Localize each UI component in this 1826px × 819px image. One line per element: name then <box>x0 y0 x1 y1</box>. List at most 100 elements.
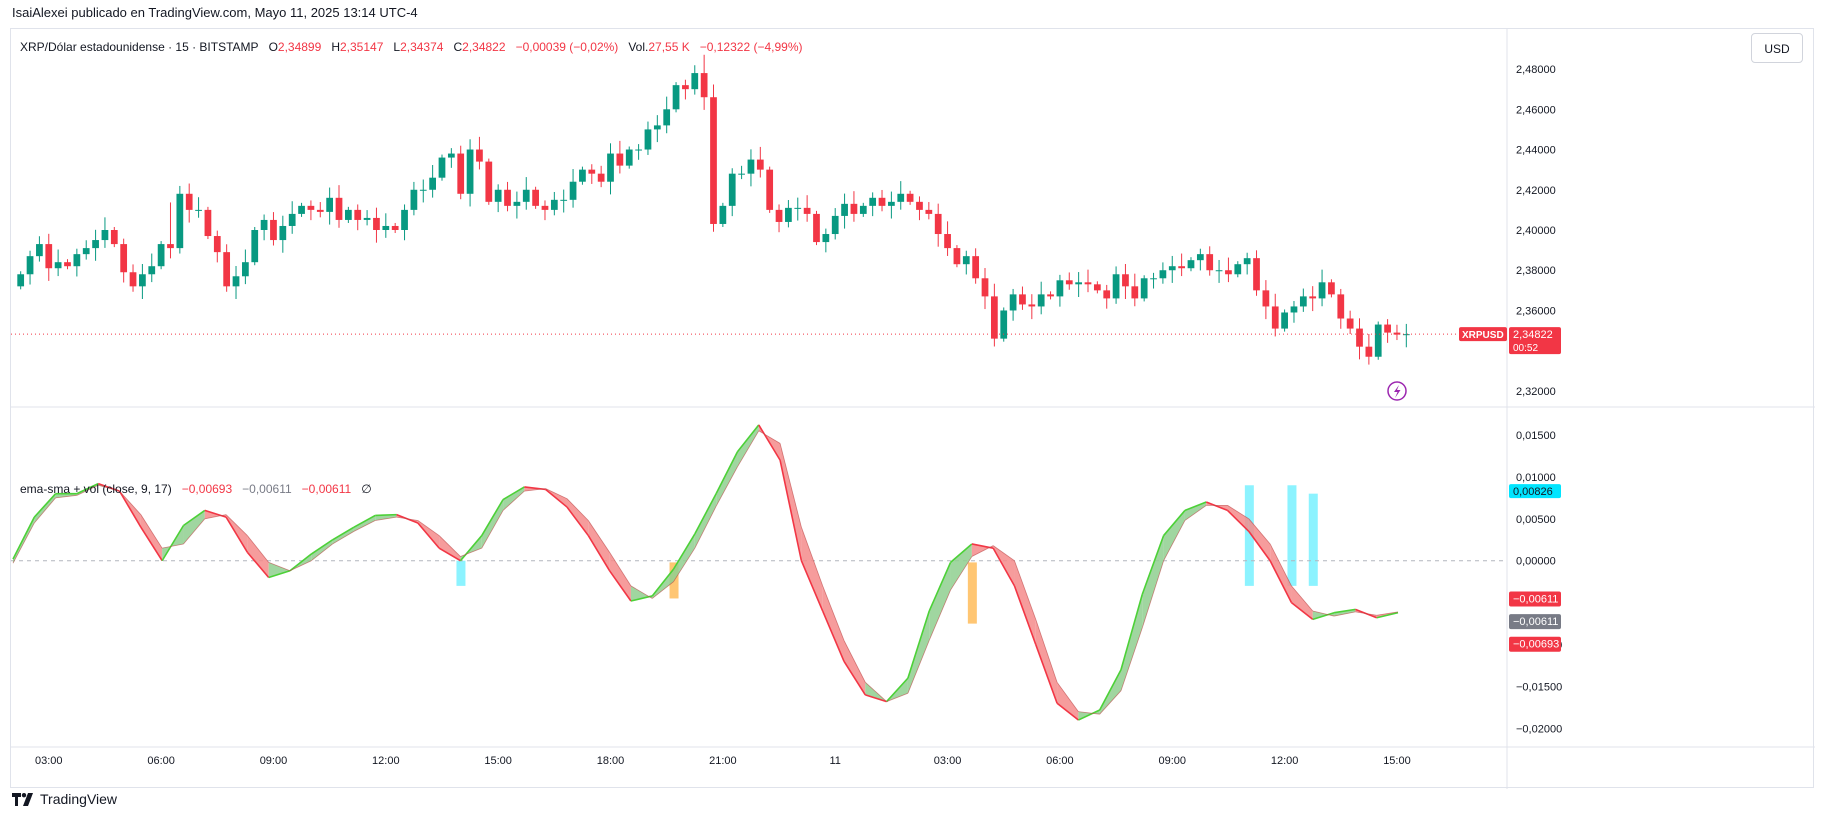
sma-line-segment <box>183 518 206 545</box>
ema-line-segment <box>545 488 568 508</box>
candle-body <box>148 266 156 275</box>
sma-line-segment <box>76 484 99 496</box>
osc-fill-segment <box>140 514 163 561</box>
osc-fill-segment <box>694 493 717 549</box>
sma-line-segment <box>1035 619 1058 683</box>
sma-line-segment <box>332 531 355 545</box>
footer-brand[interactable]: TradingView <box>12 791 117 807</box>
sma-line-segment <box>460 547 482 557</box>
osc-fill-segment <box>1121 594 1143 691</box>
ema-line-segment <box>310 539 334 555</box>
symbol-tag-bg <box>1459 327 1507 342</box>
candle-body <box>1131 286 1139 299</box>
sma-line-segment <box>843 640 866 683</box>
candle-body <box>1346 318 1354 329</box>
currency-button[interactable]: USD <box>1751 33 1803 63</box>
osc-fill-segment <box>716 451 738 507</box>
candle-body <box>841 203 848 216</box>
sma-line-segment <box>55 494 77 499</box>
ema-line-segment <box>800 560 824 612</box>
price-axis-tick: 2,42000 <box>1516 185 1556 197</box>
ema-line-segment <box>246 551 270 579</box>
candle-body <box>869 197 877 206</box>
sma-line-segment <box>1014 560 1037 620</box>
candle-body <box>775 209 783 222</box>
ema-line-segment <box>182 509 206 527</box>
sma-line-segment <box>417 520 440 536</box>
osc-tag-top-bg <box>1509 484 1561 499</box>
candle-body <box>270 219 277 241</box>
candle-body <box>447 153 455 158</box>
ema-line-segment <box>1141 535 1165 595</box>
ema-line-segment <box>950 543 973 564</box>
ema-line-segment <box>1290 602 1314 621</box>
ema-line-segment <box>481 499 504 536</box>
candle-body <box>279 225 287 241</box>
sma-line-segment <box>758 430 781 444</box>
ema-line-segment <box>865 694 887 703</box>
candle-body <box>644 129 652 150</box>
sma-line-segment <box>907 640 930 694</box>
osc-fill-segment <box>503 486 525 511</box>
sma-line-segment <box>1355 611 1377 616</box>
legend-vol: 27,55 K <box>648 40 690 54</box>
sma-line-segment <box>1312 610 1335 617</box>
osc-fill-segment <box>1270 543 1292 603</box>
ema-line-segment <box>140 526 163 562</box>
legend-low: 2,34374 <box>400 40 444 54</box>
candle-body <box>54 262 62 269</box>
ema-line-segment <box>1056 702 1079 721</box>
time-axis-tick: 09:00 <box>260 755 288 767</box>
osc-fill-segment <box>1035 619 1058 704</box>
candle-body <box>429 177 436 190</box>
sma-line-segment <box>779 443 802 528</box>
osc-axis-tick: 0,00500 <box>1516 514 1556 526</box>
osc-fill-segment <box>481 499 504 549</box>
candle-body <box>139 274 146 287</box>
legend-low-label: L <box>393 40 401 54</box>
candle-body <box>653 125 661 130</box>
sma-line-segment <box>1163 520 1186 561</box>
sma-line-segment <box>1184 505 1207 521</box>
candle-body <box>1009 294 1017 311</box>
osc-fill-segment <box>1163 510 1185 561</box>
legend-vol-label: Vol. <box>628 40 649 54</box>
ema-line-segment <box>204 509 227 518</box>
sma-line-segment <box>225 514 248 536</box>
osc-fill-segment <box>1291 585 1313 620</box>
candle-body <box>82 248 90 255</box>
candle-body <box>1206 254 1214 271</box>
time-axis-tick: 15:00 <box>1383 755 1411 767</box>
sma-line-segment <box>524 488 546 492</box>
legend-symbol[interactable]: XRP/Dólar estadounidense · 15 · BITSTAMP <box>20 40 259 54</box>
candle-body <box>335 197 343 220</box>
candle-body <box>185 193 193 210</box>
candle-body <box>522 189 530 202</box>
candle-body <box>476 149 483 162</box>
sma-line-segment <box>1056 682 1079 712</box>
ema-line-segment <box>608 570 632 602</box>
indicator-v3: −0,00611 <box>301 482 352 496</box>
candle-body <box>991 296 998 339</box>
price-axis-tick: 2,48000 <box>1516 64 1556 76</box>
lightning-icon[interactable] <box>1387 381 1407 401</box>
candle-body <box>391 225 399 230</box>
candle-body <box>906 193 914 202</box>
candle-body <box>298 205 305 214</box>
osc-tag-bg <box>1509 591 1561 607</box>
osc-axis-tick: 0,00000 <box>1516 556 1556 568</box>
ema-line-segment <box>1035 644 1058 704</box>
sma-line-segment <box>289 560 312 572</box>
candle-body <box>513 201 521 206</box>
chart-frame: 2,48000 2,46000 2,44000 2,42000 2,40000 2,380… <box>10 28 1815 789</box>
candle-body <box>550 199 558 210</box>
ema-line-segment <box>907 610 930 679</box>
indicator-name[interactable]: ema-sma + vol (close, 9, 17) <box>20 482 172 496</box>
chart-svg[interactable]: 2,48000 2,46000 2,44000 2,42000 2,40000 2,380… <box>11 29 1815 789</box>
candle-body <box>1271 306 1279 329</box>
candle-body <box>878 197 886 206</box>
ema-line-segment <box>587 535 611 572</box>
price-axis-tick: 2,46000 <box>1516 104 1556 116</box>
sma-line-segment <box>587 520 610 553</box>
candle-body <box>1103 290 1111 299</box>
